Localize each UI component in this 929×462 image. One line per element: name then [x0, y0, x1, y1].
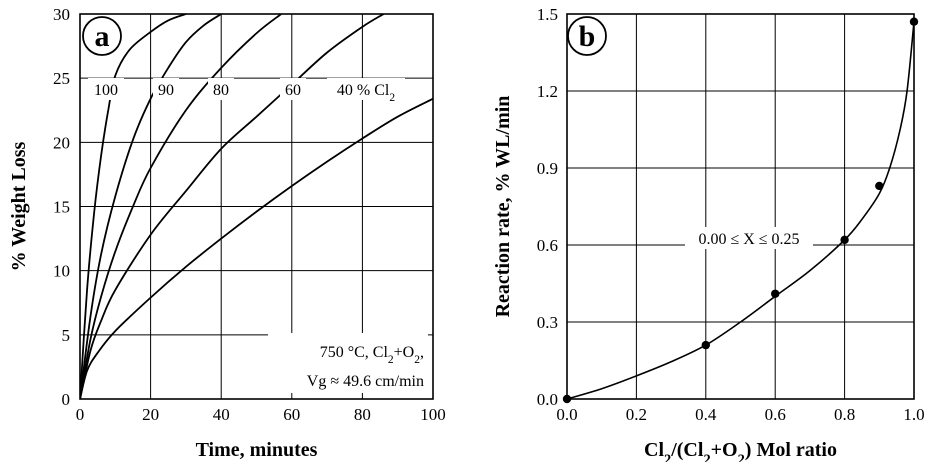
panel-b-x-tick-label: 1.0 [903, 405, 924, 424]
panel-a-annotation-bg [268, 333, 428, 393]
panel-b-x-tick-label: 0.4 [695, 405, 717, 424]
panel-a-curve-label: 60 [285, 82, 301, 99]
panel-a-curve-label: 80 [213, 82, 229, 99]
panel-a-y-tick-label: 5 [62, 326, 71, 345]
panel-b-y-tick-label: 0.9 [537, 159, 558, 178]
panel-b-frame [566, 13, 915, 400]
panel-b-x-tick-label: 0.8 [834, 405, 855, 424]
panel-a-series-line [80, 97, 433, 399]
panel-b-y-axis-label: Reaction rate, % WL/min [492, 96, 514, 318]
panel-b-x-tick-label: 0.6 [765, 405, 786, 424]
panel-b-chart: 0.0 0.2 0.4 0.6 0.8 1.0 0.0 0.3 0.6 0.9 1.2 1.5 Cl2/… [492, 5, 925, 462]
panel-a-series-line [80, 14, 187, 399]
panel-b-x-tick-label: 0.0 [556, 405, 577, 424]
panel-b-y-tick-label: 0.6 [537, 236, 558, 255]
panel-b-data-point [909, 17, 919, 26]
panel-a-curve-label-bg [88, 78, 124, 100]
panel-a-y-axis-label: % Weight Loss [8, 141, 30, 271]
panel-a-frame [79, 13, 434, 400]
panel-a-y-tick-label: 0 [62, 390, 71, 409]
panel-b-y-tick-label: 1.2 [537, 82, 558, 101]
panel-a-annotation-line-1: 750 °C, Cl2+O2, [320, 344, 424, 366]
panel-b-x-axis-label: Cl2/(Cl2+O2) Mol ratio [644, 439, 837, 462]
panel-a-y-tick-label: 20 [53, 133, 70, 152]
panel-a-y-tick-label: 15 [53, 198, 70, 217]
panel-a-curve-label-bg [280, 78, 306, 100]
panel-b-annotation: 0.00 ≤ X ≤ 0.25 [698, 231, 799, 248]
panel-b-letter-circle [567, 16, 607, 56]
panel-a-x-tick-label: 40 [213, 405, 230, 424]
panel-b-x-tick-label: 0.2 [626, 405, 647, 424]
panel-a-curve-label-bg [327, 78, 405, 100]
panel-a-series-line [80, 14, 222, 399]
panel-a-series-line [80, 14, 282, 399]
panel-a-series-line [80, 14, 385, 399]
panel-b-data-point [562, 394, 572, 404]
panel-a-x-tick-label: 20 [142, 405, 159, 424]
panel-b-y-tick-label: 0.0 [537, 390, 558, 409]
panel-a-curve-label: 100 [94, 82, 118, 99]
panel-b-data-point [840, 235, 849, 245]
panel-a-x-tick-label: 60 [283, 405, 300, 424]
panel-a-y-tick-label: 10 [53, 262, 70, 281]
panel-a-x-tick-label: 0 [76, 405, 85, 424]
panel-b-data-point [771, 289, 780, 298]
panel-b-y-tick-label: 1.5 [537, 5, 558, 24]
panel-a-y-tick-label: 25 [53, 69, 70, 88]
panel-a-x-tick-label: 80 [354, 405, 371, 424]
panel-a-annotation-line-2: Vg ≈ 49.6 cm/min [307, 373, 424, 390]
panel-b-letter: b [579, 20, 596, 53]
panel-b-annotation-bg [685, 227, 813, 249]
panel-b-data-point [701, 340, 710, 350]
panel-a-letter-circle [82, 16, 122, 56]
panel-b-data-point [875, 181, 884, 191]
panel-a-curve-label: 90 [158, 82, 174, 99]
panel-a-x-tick-label: 100 [420, 405, 446, 424]
panel-a-chart: 0 20 40 60 80 100 0 5 10 15 20 25 30 Time, minutes % W… [8, 5, 446, 461]
panel-a-curve-label: 40 % Cl2 [337, 82, 395, 104]
panel-a-y-tick-label: 30 [53, 5, 70, 24]
panel-b-y-tick-label: 0.3 [537, 313, 558, 332]
panel-a-letter: a [95, 20, 110, 53]
panel-a-x-axis-label: Time, minutes [196, 439, 318, 461]
panel-b-fit-curve [566, 21, 915, 400]
panel-a-curve-label-bg [153, 78, 179, 100]
panel-a-curve-label-bg [208, 78, 234, 100]
